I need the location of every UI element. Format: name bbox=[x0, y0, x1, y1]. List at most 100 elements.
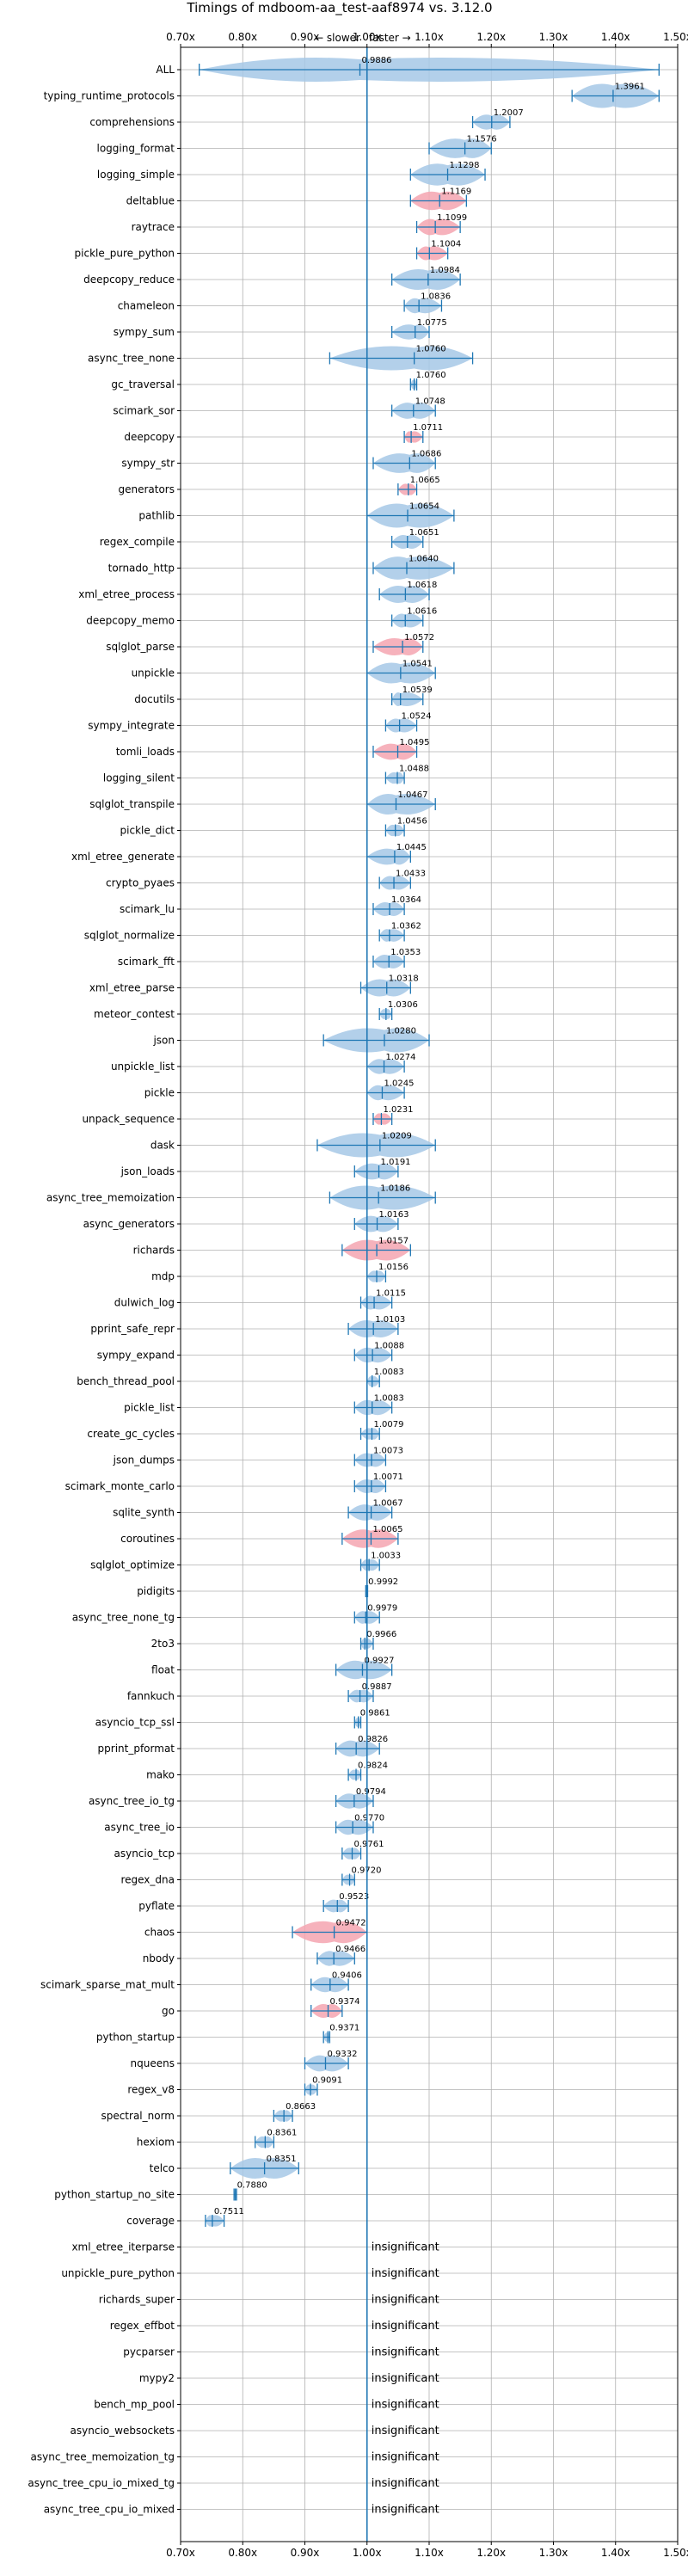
benchmark-label: asyncio_tcp bbox=[114, 1847, 175, 1860]
benchmark-label: sympy_sum bbox=[114, 326, 175, 338]
value-label: 1.0083 bbox=[374, 1394, 404, 1404]
value-label: 0.9374 bbox=[330, 1997, 360, 2007]
benchmark-label: pprint_pformat bbox=[98, 1743, 175, 1755]
value-label: 0.9826 bbox=[358, 1735, 388, 1744]
benchmark-label: unpack_sequence bbox=[82, 1113, 175, 1125]
benchmark-label: richards_super bbox=[99, 2294, 175, 2306]
value-label: 1.0163 bbox=[379, 1210, 409, 1220]
value-label: 0.7511 bbox=[214, 2207, 244, 2216]
x-tick-label-top: 0.90x bbox=[291, 31, 320, 43]
benchmark-label: nqueens bbox=[131, 2057, 175, 2069]
value-label: 1.1298 bbox=[450, 161, 480, 170]
benchmark-label: sqlglot_optimize bbox=[90, 1559, 175, 1571]
value-label: 1.0984 bbox=[430, 266, 460, 275]
benchmark-label: bench_thread_pool bbox=[77, 1375, 175, 1387]
value-label: 1.0115 bbox=[376, 1289, 406, 1299]
benchmark-label: pidigits bbox=[137, 1585, 175, 1597]
value-label: 1.0362 bbox=[391, 922, 421, 931]
benchmark-label: regex_effbot bbox=[110, 2320, 175, 2332]
benchmark-label: async_tree_none_tg bbox=[72, 1612, 175, 1624]
benchmark-label: sympy_str bbox=[121, 458, 175, 470]
x-tick-label-top: 1.00x bbox=[353, 31, 382, 43]
value-label: 0.9824 bbox=[358, 1761, 388, 1771]
x-tick-label-top: 1.30x bbox=[539, 31, 568, 43]
benchmark-label: regex_dna bbox=[120, 1874, 175, 1886]
value-label: 1.0456 bbox=[397, 817, 427, 827]
x-tick-label-bottom: 0.70x bbox=[166, 2547, 195, 2559]
benchmark-label: chaos bbox=[144, 1927, 175, 1939]
value-label: 0.9466 bbox=[335, 1945, 366, 1954]
benchmark-label: json bbox=[152, 1035, 175, 1047]
insignificant-label: insignificant bbox=[372, 2267, 439, 2280]
benchmark-label: regex_v8 bbox=[127, 2084, 175, 2096]
benchmark-label: scimark_lu bbox=[120, 903, 175, 915]
benchmark-label: comprehensions bbox=[89, 116, 175, 128]
insignificant-label: insignificant bbox=[372, 2372, 439, 2385]
insignificant-label: insignificant bbox=[372, 2504, 439, 2517]
benchmark-label: create_gc_cycles bbox=[87, 1428, 175, 1440]
value-label: 1.0065 bbox=[372, 1525, 402, 1534]
x-tick-label-top: 1.40x bbox=[601, 31, 630, 43]
value-label: 0.9887 bbox=[362, 1682, 392, 1692]
benchmark-label: json_dumps bbox=[113, 1454, 175, 1466]
benchmark-label: scimark_sor bbox=[113, 405, 175, 417]
benchmark-label: xml_etree_generate bbox=[71, 851, 175, 863]
benchmark-label: xml_etree_parse bbox=[89, 982, 175, 994]
x-tick-label-top: 0.80x bbox=[228, 31, 257, 43]
benchmark-label: asyncio_tcp_ssl bbox=[95, 1717, 175, 1729]
benchmark-label: unpickle_pure_python bbox=[61, 2267, 175, 2279]
benchmark-label: coverage bbox=[126, 2215, 175, 2227]
x-tick-label-bottom: 0.90x bbox=[291, 2547, 320, 2559]
value-label: 1.0079 bbox=[373, 1420, 403, 1429]
benchmark-label: async_tree_none bbox=[88, 353, 175, 365]
value-label: 0.9332 bbox=[327, 2050, 357, 2059]
value-label: 0.9992 bbox=[368, 1577, 398, 1587]
value-label: 1.0539 bbox=[402, 685, 433, 695]
value-label: 1.0156 bbox=[378, 1263, 408, 1272]
benchmark-label: chameleon bbox=[118, 300, 175, 312]
benchmark-label: mako bbox=[146, 1769, 175, 1781]
benchmark-label: gc_traversal bbox=[111, 378, 175, 390]
x-tick-label-top: 1.10x bbox=[415, 31, 444, 43]
value-label: 1.0157 bbox=[378, 1237, 408, 1246]
benchmark-label: async_tree_cpu_io_mixed_tg bbox=[28, 2477, 175, 2489]
benchmark-label: tornado_http bbox=[108, 563, 175, 575]
benchmark-label: bench_mp_pool bbox=[94, 2399, 175, 2411]
benchmark-label: deepcopy bbox=[124, 431, 175, 443]
value-label: 1.0654 bbox=[409, 502, 439, 512]
benchmark-label: pyflate bbox=[138, 1900, 175, 1912]
benchmark-label: deepcopy_reduce bbox=[83, 274, 175, 286]
x-tick-label-top: 1.50x bbox=[663, 31, 688, 43]
benchmark-label: fannkuch bbox=[127, 1690, 175, 1702]
value-label: 1.0775 bbox=[417, 318, 447, 328]
benchmark-label: deepcopy_memo bbox=[86, 615, 175, 627]
x-tick-label-bottom: 1.10x bbox=[415, 2547, 444, 2559]
benchmark-label: sqlglot_transpile bbox=[89, 798, 175, 810]
benchmark-label: 2to3 bbox=[151, 1638, 175, 1650]
value-label: 0.9371 bbox=[329, 2024, 359, 2033]
value-label: 1.0103 bbox=[375, 1315, 405, 1325]
value-label: 1.0467 bbox=[397, 790, 427, 800]
value-label: 1.0033 bbox=[371, 1552, 401, 1561]
value-label: 1.0748 bbox=[415, 397, 445, 407]
value-label: 1.2007 bbox=[494, 108, 524, 118]
value-label: 1.0306 bbox=[388, 1000, 418, 1010]
benchmark-label: pprint_safe_repr bbox=[90, 1323, 175, 1335]
value-label: 1.0433 bbox=[396, 870, 426, 879]
insignificant-label: insignificant bbox=[372, 2241, 439, 2254]
value-label: 1.0209 bbox=[382, 1132, 412, 1141]
benchmark-label: raytrace bbox=[132, 221, 175, 233]
x-tick-label-bottom: 1.40x bbox=[601, 2547, 630, 2559]
benchmark-label: go bbox=[162, 2005, 175, 2017]
x-tick-label-bottom: 0.80x bbox=[228, 2547, 257, 2559]
benchmark-label: float bbox=[151, 1664, 175, 1676]
faster-direction-label: faster → bbox=[369, 32, 411, 44]
value-label: 0.9966 bbox=[366, 1630, 396, 1639]
value-label: 1.0364 bbox=[391, 895, 421, 905]
benchmark-label: async_generators bbox=[83, 1218, 175, 1230]
x-tick-label-bottom: 1.00x bbox=[353, 2547, 382, 2559]
value-label: 1.0088 bbox=[374, 1342, 404, 1351]
benchmark-label: pickle_dict bbox=[120, 825, 175, 837]
value-label: 1.0067 bbox=[373, 1499, 403, 1509]
benchmark-label: unpickle bbox=[132, 667, 175, 679]
